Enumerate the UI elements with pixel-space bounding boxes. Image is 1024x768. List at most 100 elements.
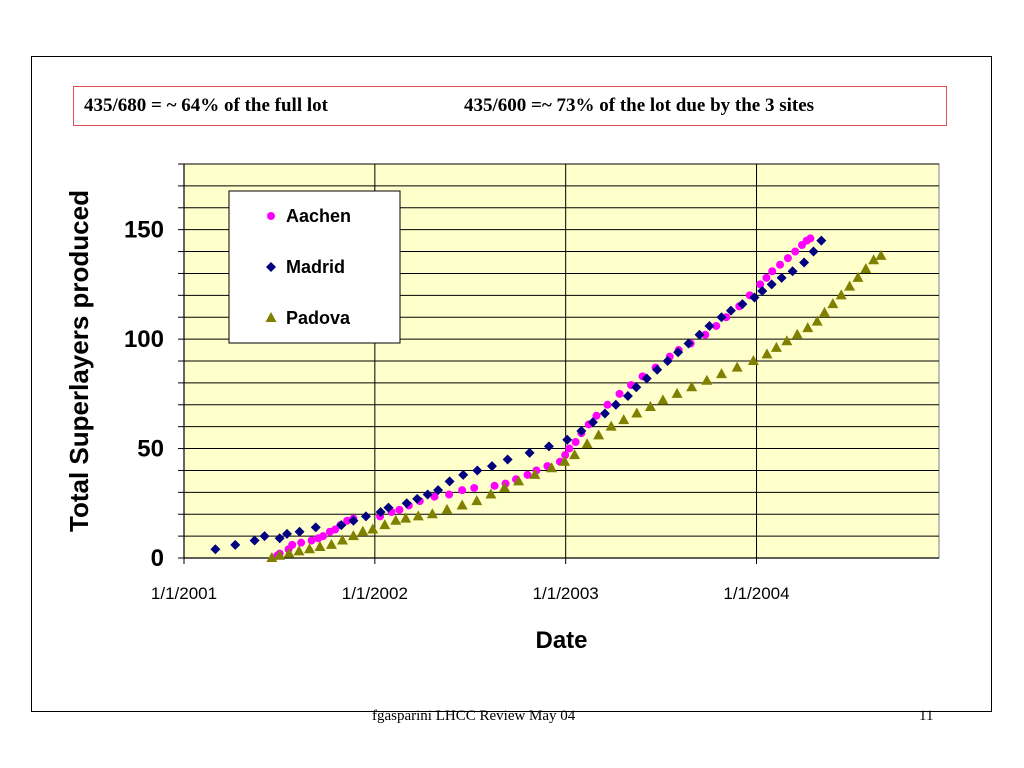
aachen-point [490, 481, 499, 490]
padova-point [747, 355, 759, 365]
padova-point [593, 429, 605, 440]
legend-label-aachen: Aachen [286, 206, 351, 226]
aachen-legend-marker [267, 212, 275, 220]
padova-point [283, 547, 295, 558]
padova-point [715, 368, 727, 379]
padova-point [456, 499, 468, 510]
madrid-point [766, 279, 777, 290]
padova-point [379, 519, 391, 530]
madrid-point [294, 526, 305, 537]
madrid-point [694, 329, 705, 340]
padova-point [631, 407, 643, 418]
aachen-point [565, 444, 574, 453]
padova-point [835, 289, 847, 300]
aachen-point [783, 254, 792, 263]
padova-point [852, 271, 864, 282]
padova-point [827, 298, 839, 309]
aachen-point [288, 540, 297, 549]
aachen-point [806, 234, 815, 243]
madrid-point [576, 426, 587, 437]
aachen-point [603, 400, 612, 409]
series-madrid [210, 235, 827, 555]
padova-point [844, 280, 856, 291]
madrid-point [472, 465, 483, 476]
madrid-point [486, 461, 497, 472]
aachen-point [458, 486, 467, 495]
padova-point [605, 420, 617, 431]
padova-point [485, 488, 497, 499]
madrid-point [524, 447, 535, 458]
padova-point [644, 400, 656, 411]
madrid-point [502, 454, 513, 465]
madrid-point [543, 441, 554, 452]
padova-point [529, 468, 541, 479]
horizontal-gridlines [184, 163, 939, 537]
madrid-point [401, 498, 412, 509]
x-tick-label: 1/1/2001 [151, 584, 217, 603]
x-tick-label: 1/1/2004 [723, 584, 789, 603]
padova-point [860, 263, 872, 274]
padova-point [367, 523, 379, 534]
madrid-point [776, 272, 787, 283]
madrid-legend-marker [266, 262, 276, 272]
summary-note: 435/680 = ~ 64% of the full lot 435/600 … [73, 86, 947, 126]
padova-point [347, 530, 359, 541]
padova-point [581, 438, 593, 449]
madrid-point [259, 531, 270, 542]
padova-point [325, 538, 337, 549]
padova-point [390, 514, 402, 525]
madrid-point [433, 485, 444, 496]
madrid-point [422, 489, 433, 500]
madrid-point [230, 539, 241, 550]
axes [178, 163, 939, 564]
padova-point [657, 394, 669, 405]
madrid-point [274, 533, 285, 544]
aachen-point [571, 437, 580, 446]
padova-point [441, 503, 453, 514]
madrid-point [662, 356, 673, 366]
madrid-point [360, 511, 371, 522]
madrid-point [310, 522, 321, 533]
madrid-point [249, 535, 260, 546]
padova-point [400, 512, 412, 523]
slide-number: 11 [919, 708, 934, 724]
madrid-point [787, 266, 798, 277]
padova-point [569, 449, 581, 460]
padova-point [791, 328, 803, 339]
padova-point [701, 374, 713, 385]
x-axis-label: Date [535, 627, 587, 654]
madrid-point [282, 528, 293, 539]
legend-box [228, 190, 401, 344]
aachen-point [712, 321, 721, 330]
madrid-point [737, 299, 748, 310]
madrid-point [808, 246, 819, 257]
madrid-point [610, 399, 621, 410]
madrid-point [631, 382, 642, 393]
padova-point [811, 315, 823, 326]
padova-point [513, 475, 525, 486]
padova-point [471, 495, 483, 506]
madrid-point [652, 364, 663, 375]
madrid-point [444, 476, 455, 487]
x-tick-label: 1/1/2002 [342, 584, 408, 603]
madrid-point [673, 347, 684, 358]
padova-point [761, 348, 773, 359]
padova-point [731, 361, 743, 372]
padova-point [274, 549, 286, 560]
padova-point [293, 545, 305, 556]
aachen-point [319, 532, 328, 541]
legend: Aachen Madrid Padova [228, 190, 401, 344]
madrid-point [641, 373, 652, 384]
aachen-point [297, 538, 306, 547]
padova-point [868, 254, 880, 265]
padova-point [781, 335, 793, 346]
aachen-point [331, 525, 340, 534]
y-tick-labels: 0 50 100 150 [124, 217, 164, 572]
aachen-point [768, 267, 777, 276]
aachen-point [445, 490, 454, 499]
madrid-point [375, 507, 386, 518]
summary-note-three-sites: 435/600 =~ 73% of the lot due by the 3 s… [464, 95, 815, 116]
aachen-point [791, 247, 800, 256]
legend-label-padova: Padova [286, 308, 351, 328]
aachen-point [701, 330, 710, 339]
